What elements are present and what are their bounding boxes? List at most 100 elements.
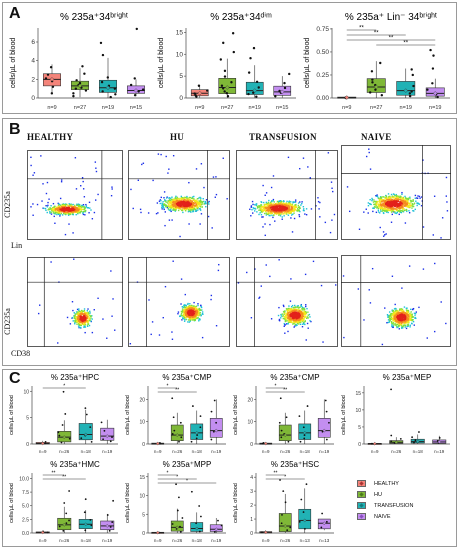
event-dot [190, 203, 192, 205]
event-dot [383, 199, 385, 201]
event-dot [176, 207, 178, 209]
event-dot [283, 305, 285, 308]
event-dot [58, 205, 60, 207]
event-dot [293, 320, 295, 323]
mean-marker [40, 530, 45, 535]
event-dot [190, 206, 193, 208]
event-dot [369, 168, 372, 170]
event-dot [254, 204, 256, 206]
event-dot [394, 319, 397, 321]
event-dot [95, 167, 97, 169]
event-dot [258, 297, 260, 299]
event-dot [346, 186, 349, 188]
event-dot [222, 157, 224, 159]
event-dot [306, 307, 308, 310]
event-dot [409, 196, 411, 198]
event-dot [407, 318, 409, 320]
event-dot [82, 211, 84, 214]
event-dot [193, 313, 196, 316]
event-dot [292, 317, 294, 320]
event-dot [391, 322, 393, 324]
event-dot [189, 199, 192, 201]
event-dot [203, 203, 205, 205]
data-point [101, 53, 105, 57]
event-dot [280, 208, 282, 210]
event-dot [183, 320, 186, 322]
mean-marker [83, 522, 88, 527]
event-dot [260, 208, 262, 211]
event-dot [400, 323, 403, 325]
event-dot [57, 209, 60, 211]
data-point [289, 526, 292, 529]
event-dot [290, 315, 292, 318]
y-tick-label: 4 [31, 58, 35, 65]
data-point [81, 65, 84, 68]
event-dot [296, 322, 299, 325]
mean-marker [263, 441, 268, 446]
event-dot [69, 210, 71, 212]
event-dot [396, 322, 398, 324]
legend-label-hu: HU [374, 491, 382, 498]
event-dot [403, 306, 406, 308]
y-tick-label: 10 [355, 408, 361, 414]
data-point [141, 88, 145, 91]
event-dot [285, 318, 287, 320]
event-dot [296, 317, 299, 319]
event-dot [164, 211, 167, 213]
y-tick-label: 0 [250, 531, 253, 537]
event-dot [166, 196, 168, 198]
event-dot [278, 205, 280, 208]
event-dot [388, 206, 390, 209]
mean-marker [373, 84, 379, 90]
event-dot [305, 339, 307, 341]
event-dot [291, 209, 294, 211]
chart-title: % 235a⁺HMC [50, 460, 100, 469]
event-dot [75, 318, 77, 321]
data-point [106, 76, 110, 79]
event-dot [295, 315, 297, 318]
data-point [159, 441, 161, 444]
event-dot [396, 312, 399, 314]
event-dot [279, 200, 281, 202]
event-dot [287, 321, 290, 323]
event-dot [89, 315, 92, 317]
event-dot [57, 212, 60, 215]
event-dot [348, 210, 351, 213]
event-dot [177, 207, 180, 209]
event-dot [264, 194, 266, 196]
event-dot [306, 316, 309, 318]
event-dot [258, 213, 260, 216]
event-dot [76, 308, 79, 311]
event-dot [280, 315, 283, 317]
event-dot [71, 301, 74, 303]
event-dot [291, 204, 293, 206]
data-point [199, 426, 202, 429]
event-dot [79, 212, 81, 214]
event-dot [298, 323, 300, 325]
event-dot [170, 201, 172, 203]
event-dot [280, 202, 283, 204]
event-dot [164, 204, 166, 206]
event-dot [376, 205, 378, 208]
event-dot [388, 321, 390, 323]
event-dot [162, 205, 164, 208]
event-dot [173, 204, 175, 206]
event-dot [305, 317, 308, 320]
event-dot [394, 303, 396, 306]
event-dot [397, 197, 399, 199]
event-dot [397, 203, 400, 206]
event-dot [205, 202, 207, 205]
event-dot [193, 308, 196, 310]
event-dot [342, 275, 345, 277]
event-dot [41, 200, 43, 202]
event-dot [183, 197, 185, 200]
event-dot [288, 210, 290, 212]
event-dot [380, 197, 383, 199]
data-point [63, 502, 66, 504]
event-dot [199, 200, 201, 203]
event-dot [77, 204, 80, 206]
event-dot [81, 322, 84, 324]
event-dot [385, 201, 388, 204]
event-dot [196, 313, 199, 315]
